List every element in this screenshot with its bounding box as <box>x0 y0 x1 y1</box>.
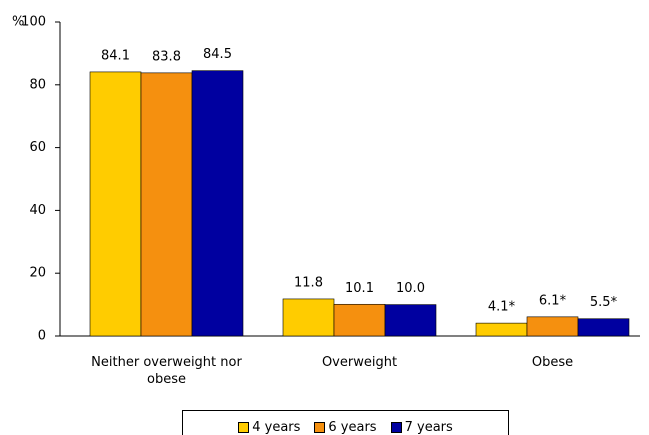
bar <box>384 304 437 337</box>
legend-swatch <box>238 422 250 433</box>
legend-swatch <box>390 422 402 433</box>
bar <box>526 316 579 337</box>
legend-label: 6 years <box>328 420 377 435</box>
legend-swatch <box>314 422 326 433</box>
legend-item: 6 years <box>314 416 377 435</box>
y-tick-label: 80 <box>29 77 46 92</box>
y-tick-label: 40 <box>29 203 46 218</box>
data-label: 84.1 <box>101 48 130 63</box>
y-axis-label: % <box>12 15 24 30</box>
bar <box>577 318 630 337</box>
legend-item: 4 years <box>238 416 300 435</box>
x-tick-label: Neither overweight nor obese <box>91 355 242 387</box>
y-tick-label: 60 <box>29 140 46 155</box>
data-label: 10.0 <box>396 281 425 296</box>
legend-label: 4 years <box>252 420 301 435</box>
data-label: 83.8 <box>152 49 181 64</box>
data-label: 6.1* <box>539 293 567 308</box>
data-label: 4.1* <box>488 300 516 315</box>
x-tick-label: Overweight <box>321 355 398 370</box>
data-label: 84.5 <box>203 47 232 62</box>
y-tick-label: 20 <box>29 266 46 281</box>
data-label: 11.8 <box>294 275 323 290</box>
bar <box>333 303 386 337</box>
data-label: 10.1 <box>345 281 374 296</box>
data-label: 5.5* <box>590 295 618 310</box>
bar <box>475 322 528 337</box>
bar <box>89 71 142 337</box>
x-tick-label: Obese <box>531 355 574 370</box>
legend: 4 years 6 years 7 years <box>182 410 509 435</box>
y-tick-label: 100 <box>21 15 46 30</box>
legend-label: 7 years <box>404 420 453 435</box>
bar <box>191 70 244 337</box>
bar <box>282 298 335 337</box>
legend-item: 7 years <box>390 416 453 435</box>
bar <box>140 72 193 337</box>
y-tick-label: 0 <box>38 329 46 344</box>
